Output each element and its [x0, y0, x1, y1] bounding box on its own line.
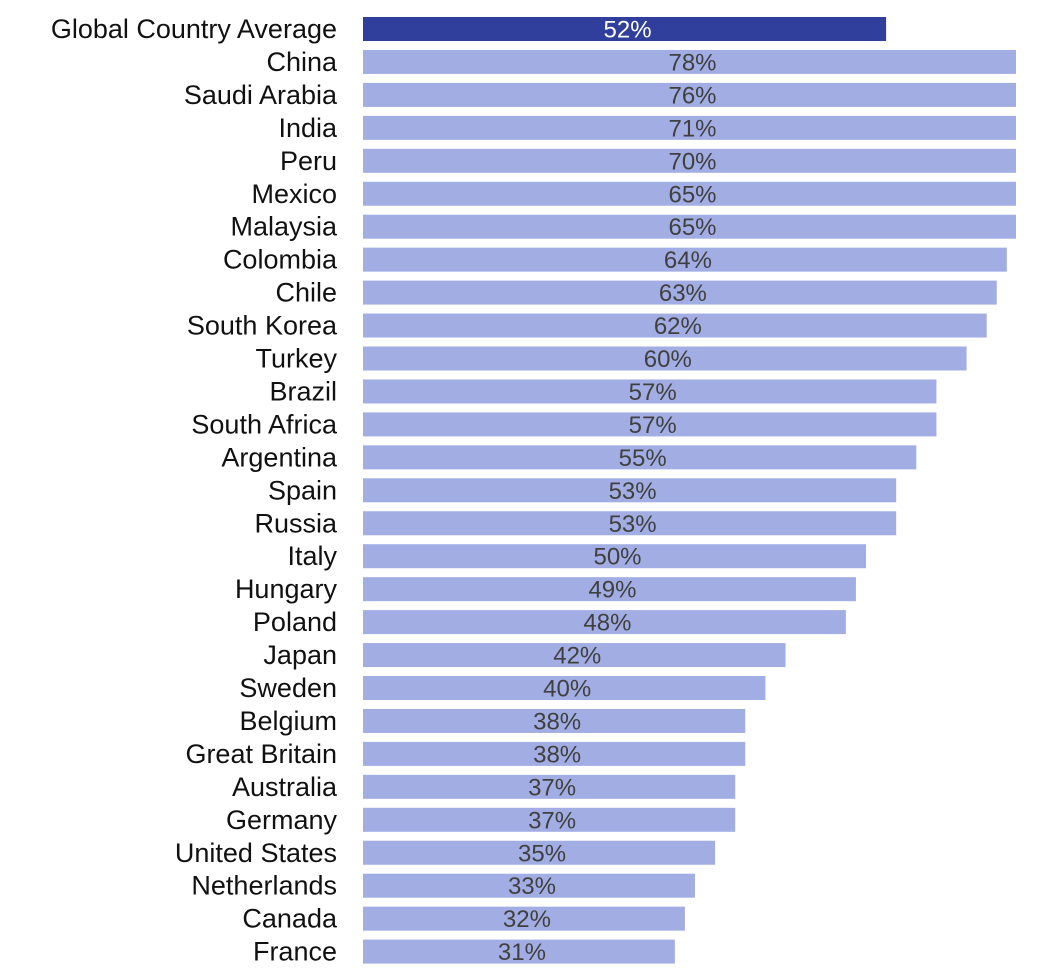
bar-south-africa — [363, 412, 937, 437]
category-label-turkey: Turkey — [255, 344, 337, 374]
bar-hungary — [363, 577, 856, 602]
bar-argentina — [363, 445, 917, 470]
value-label-japan: 42% — [553, 643, 601, 670]
category-label-china: China — [266, 47, 338, 77]
category-label-belgium: Belgium — [239, 706, 337, 736]
bar-india — [363, 115, 1016, 140]
category-label-peru: Peru — [280, 146, 337, 176]
bar-italy — [363, 544, 866, 569]
value-label-canada: 32% — [503, 906, 551, 933]
category-label-south-korea: South Korea — [187, 311, 338, 341]
bar-chile — [363, 280, 997, 305]
bar-russia — [363, 511, 897, 536]
value-label-peru: 70% — [668, 148, 716, 175]
value-label-colombia: 64% — [664, 247, 712, 274]
bar-global-country-average — [363, 17, 887, 41]
bar-great-britain — [363, 741, 746, 766]
bar-brazil — [363, 379, 937, 404]
value-label-hungary: 49% — [588, 577, 636, 604]
bar-turkey — [363, 346, 967, 371]
bar-spain — [363, 478, 897, 503]
category-label-colombia: Colombia — [223, 245, 338, 275]
bar-germany — [363, 807, 736, 832]
value-label-belgium: 38% — [533, 708, 581, 735]
value-label-malaysia: 65% — [668, 214, 716, 241]
value-label-spain: 53% — [609, 478, 657, 505]
value-label-italy: 50% — [593, 544, 641, 571]
category-label-saudi-arabia: Saudi Arabia — [184, 80, 338, 110]
bar-france — [363, 939, 675, 964]
category-label-japan: Japan — [263, 640, 337, 670]
bar-australia — [363, 774, 736, 799]
bars-group — [363, 17, 1016, 964]
value-label-sweden: 40% — [543, 676, 591, 703]
value-label-turkey: 60% — [644, 346, 692, 373]
bar-peru — [363, 148, 1016, 173]
value-label-france: 31% — [498, 939, 546, 966]
bar-japan — [363, 643, 786, 668]
category-label-malaysia: Malaysia — [230, 212, 338, 242]
category-label-poland: Poland — [253, 607, 337, 637]
value-label-south-africa: 57% — [629, 412, 677, 439]
bar-canada — [363, 906, 685, 931]
value-label-chile: 63% — [659, 280, 707, 307]
value-label-south-korea: 62% — [654, 313, 702, 340]
category-label-south-africa: South Africa — [191, 409, 338, 439]
value-label-great-britain: 38% — [533, 741, 581, 768]
category-label-hungary: Hungary — [235, 574, 338, 604]
category-label-australia: Australia — [232, 772, 338, 802]
value-label-global-country-average: 52% — [604, 17, 652, 44]
value-label-argentina: 55% — [619, 445, 667, 472]
bar-china — [363, 49, 1016, 74]
category-label-italy: Italy — [287, 541, 337, 571]
bar-mexico — [363, 181, 1016, 206]
category-label-germany: Germany — [226, 805, 338, 835]
category-label-netherlands: Netherlands — [191, 871, 337, 901]
bar-saudi-arabia — [363, 82, 1016, 107]
value-label-russia: 53% — [609, 511, 657, 538]
category-label-canada: Canada — [242, 904, 338, 934]
bar-netherlands — [363, 873, 695, 898]
category-label-spain: Spain — [268, 475, 337, 505]
category-label-mexico: Mexico — [251, 179, 337, 209]
value-labels-group: 52% 78% 76% 71% 70% 65% 65% 64% 63% 62% 60% 57% 57% 5… — [498, 17, 717, 967]
bar-colombia — [363, 247, 1007, 272]
category-label-global-country-average: Global Country Average — [51, 14, 337, 44]
category-label-russia: Russia — [254, 508, 338, 538]
bar-malaysia — [363, 214, 1016, 239]
category-label-argentina: Argentina — [221, 442, 338, 472]
bar-belgium — [363, 708, 746, 733]
bar-poland — [363, 610, 846, 635]
value-label-poland: 48% — [583, 610, 631, 637]
category-label-india: India — [278, 113, 338, 143]
bar-south-korea — [363, 313, 987, 338]
value-label-germany: 37% — [528, 807, 576, 834]
category-label-brazil: Brazil — [269, 376, 337, 406]
category-label-chile: Chile — [275, 278, 337, 308]
value-label-mexico: 65% — [668, 181, 716, 208]
bar-sweden — [363, 676, 766, 700]
category-label-france: France — [253, 937, 337, 967]
bar-united-states — [363, 840, 716, 865]
category-label-united-states: United States — [175, 838, 337, 868]
value-label-china: 78% — [668, 49, 716, 76]
category-label-great-britain: Great Britain — [185, 739, 337, 769]
value-label-australia: 37% — [528, 774, 576, 801]
value-label-brazil: 57% — [629, 379, 677, 406]
value-label-united-states: 35% — [518, 840, 566, 867]
value-label-saudi-arabia: 76% — [668, 82, 716, 109]
value-label-netherlands: 33% — [508, 873, 556, 900]
category-label-sweden: Sweden — [239, 673, 337, 703]
value-label-india: 71% — [668, 115, 716, 142]
